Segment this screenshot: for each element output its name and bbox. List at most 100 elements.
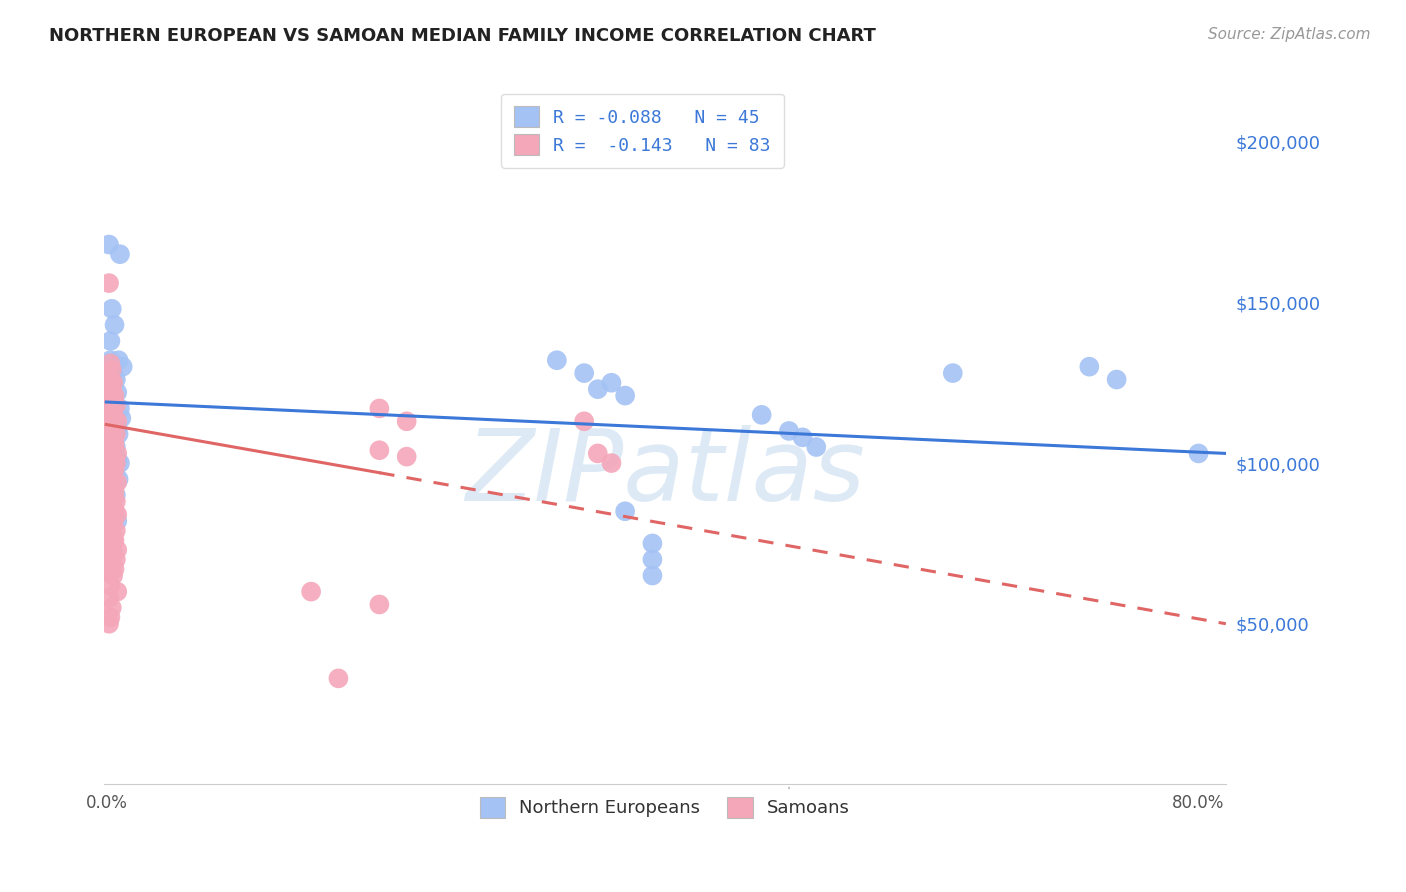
- Point: [100, 478, 122, 492]
- Point: [368, 598, 391, 612]
- Point: [101, 540, 124, 554]
- Point: [100, 498, 122, 512]
- Point: [101, 546, 124, 560]
- Point: [101, 392, 124, 406]
- Point: [1105, 372, 1128, 386]
- Point: [103, 424, 125, 438]
- Text: NORTHERN EUROPEAN VS SAMOAN MEDIAN FAMILY INCOME CORRELATION CHART: NORTHERN EUROPEAN VS SAMOAN MEDIAN FAMIL…: [49, 27, 876, 45]
- Point: [586, 446, 609, 460]
- Point: [101, 568, 124, 582]
- Legend: Northern Europeans, Samoans: Northern Europeans, Samoans: [472, 789, 858, 825]
- Point: [101, 491, 124, 506]
- Point: [641, 536, 664, 550]
- Point: [101, 494, 124, 508]
- Point: [103, 504, 125, 518]
- Point: [98, 388, 121, 402]
- Point: [105, 453, 128, 467]
- Point: [100, 356, 122, 370]
- Point: [101, 366, 124, 380]
- Point: [299, 584, 322, 599]
- Point: [600, 376, 623, 390]
- Point: [103, 318, 125, 332]
- Point: [100, 404, 122, 418]
- Point: [103, 462, 125, 476]
- Point: [100, 610, 122, 624]
- Point: [105, 414, 128, 428]
- Point: [98, 510, 121, 524]
- Point: [101, 301, 124, 316]
- Point: [104, 427, 127, 442]
- Point: [100, 372, 122, 386]
- Point: [751, 408, 773, 422]
- Point: [100, 421, 122, 435]
- Point: [368, 401, 391, 416]
- Point: [100, 392, 122, 406]
- Point: [100, 517, 122, 532]
- Point: [101, 401, 124, 416]
- Point: [105, 542, 128, 557]
- Point: [104, 372, 127, 386]
- Point: [103, 466, 125, 480]
- Point: [1078, 359, 1101, 374]
- Point: [101, 472, 124, 486]
- Point: [104, 440, 127, 454]
- Point: [806, 440, 828, 454]
- Point: [101, 530, 124, 544]
- Point: [98, 469, 121, 483]
- Point: [104, 552, 127, 566]
- Point: [101, 395, 124, 409]
- Point: [101, 434, 124, 448]
- Point: [98, 546, 121, 560]
- Point: [101, 363, 124, 377]
- Point: [105, 514, 128, 528]
- Point: [105, 446, 128, 460]
- Point: [100, 526, 122, 541]
- Point: [100, 430, 122, 444]
- Point: [108, 456, 131, 470]
- Point: [100, 353, 122, 368]
- Point: [100, 440, 122, 454]
- Point: [98, 385, 121, 400]
- Point: [98, 450, 121, 464]
- Point: [105, 508, 128, 522]
- Point: [98, 616, 121, 631]
- Point: [107, 427, 129, 442]
- Point: [98, 237, 121, 252]
- Point: [1187, 446, 1209, 460]
- Point: [614, 504, 637, 518]
- Point: [103, 562, 125, 576]
- Point: [101, 453, 124, 467]
- Point: [98, 404, 121, 418]
- Point: [103, 398, 125, 412]
- Point: [101, 514, 124, 528]
- Text: ZIPatlas: ZIPatlas: [465, 425, 865, 522]
- Point: [101, 376, 124, 390]
- Point: [101, 443, 124, 458]
- Point: [100, 459, 122, 474]
- Point: [104, 488, 127, 502]
- Point: [103, 411, 125, 425]
- Point: [641, 552, 664, 566]
- Point: [104, 524, 127, 538]
- Point: [111, 359, 134, 374]
- Point: [600, 456, 623, 470]
- Point: [101, 417, 124, 432]
- Point: [103, 533, 125, 548]
- Point: [100, 408, 122, 422]
- Point: [103, 437, 125, 451]
- Point: [101, 417, 124, 432]
- Point: [98, 443, 121, 458]
- Point: [98, 430, 121, 444]
- Point: [103, 388, 125, 402]
- Point: [100, 478, 122, 492]
- Point: [101, 600, 124, 615]
- Point: [101, 424, 124, 438]
- Point: [104, 456, 127, 470]
- Point: [792, 430, 814, 444]
- Text: Source: ZipAtlas.com: Source: ZipAtlas.com: [1208, 27, 1371, 42]
- Point: [107, 472, 129, 486]
- Point: [107, 353, 129, 368]
- Point: [105, 475, 128, 490]
- Point: [572, 414, 595, 428]
- Point: [101, 482, 124, 496]
